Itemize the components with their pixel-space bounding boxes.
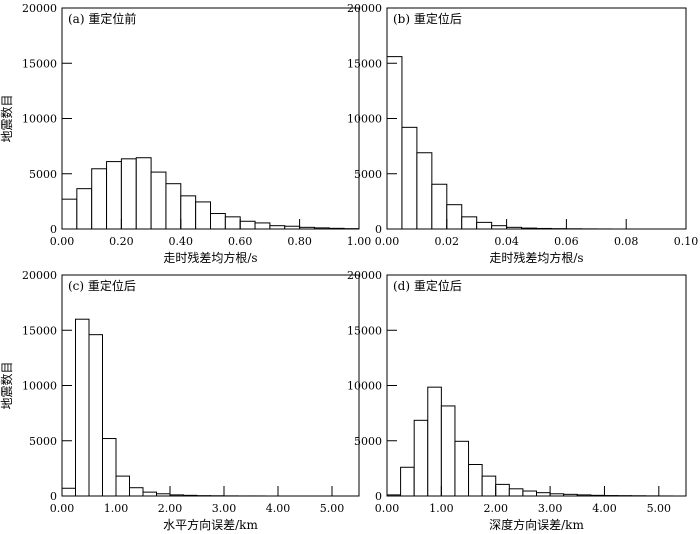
x-axis-label: 走时残差均方根/s — [489, 250, 583, 265]
histogram-bar — [476, 221, 493, 230]
histogram-bar — [106, 161, 122, 230]
chart-panel-b: 0.00 0.02 0.04 0.06 0.08 0.10 0 5000 10000 15000 2… — [347, 2, 698, 265]
y-tick-label: 5000 — [354, 168, 382, 181]
x-tick-label: 0.06 — [554, 235, 579, 248]
y-axis-label: 地震数目 — [0, 94, 14, 142]
histogram-bar — [400, 466, 415, 497]
histogram-bar — [522, 490, 538, 497]
histogram-bar — [129, 487, 144, 497]
y-tick-label: 0 — [50, 490, 57, 503]
y-tick-label: 10000 — [347, 113, 382, 126]
histogram-bar — [61, 198, 78, 230]
x-tick-label: 2.00 — [483, 502, 508, 515]
y-tick-label: 5000 — [354, 435, 382, 448]
x-tick-label: 0.04 — [494, 235, 519, 248]
y-tick-label: 15000 — [347, 324, 382, 337]
x-tick-label: 1.00 — [347, 235, 372, 248]
chart-panel-d: 0.00 1.00 2.00 3.00 4.00 5.00 0 5000 10000 15000 2… — [347, 269, 687, 532]
x-tick-label: 0.40 — [169, 235, 194, 248]
x-tick-label: 1.00 — [104, 502, 129, 515]
x-tick-label: 4.00 — [592, 502, 617, 515]
panel-title: (b) 重定位后 — [393, 11, 462, 26]
histogram-bar — [239, 220, 256, 230]
x-axis-label: 水平方向误差/km — [163, 517, 258, 532]
y-tick-label: 0 — [375, 490, 382, 503]
chart-panel-a: 0.00 0.20 0.40 0.60 0.80 1.00 0 5000 10000 15000 2… — [0, 2, 371, 265]
x-tick-label: 0.00 — [375, 502, 400, 515]
y-tick-label: 10000 — [22, 380, 57, 393]
histogram-bar — [440, 405, 456, 497]
x-tick-label: 0.02 — [435, 235, 460, 248]
panel-title: (a) 重定位前 — [68, 11, 136, 26]
histogram-bar — [135, 157, 152, 230]
x-tick-label: 0.60 — [228, 235, 253, 248]
y-tick-label: 15000 — [22, 57, 57, 70]
x-tick-label: 3.00 — [212, 502, 237, 515]
x-tick-label: 0.00 — [50, 502, 75, 515]
y-tick-label: 15000 — [347, 57, 382, 70]
histogram-bar — [115, 475, 130, 497]
histogram-bar — [461, 216, 478, 230]
y-tick-label: 0 — [375, 223, 382, 236]
x-tick-label: 1.00 — [429, 502, 454, 515]
histogram-bar — [210, 213, 226, 230]
y-tick-label: 15000 — [22, 324, 57, 337]
histogram-bar — [481, 475, 497, 497]
y-tick-label: 5000 — [29, 435, 57, 448]
histogram-bar — [446, 204, 463, 230]
x-tick-label: 0.00 — [375, 235, 400, 248]
x-axis-label: 深度方向误差/km — [489, 517, 584, 532]
x-tick-label: 0.00 — [50, 235, 75, 248]
panel-title: (c) 重定位后 — [68, 278, 136, 293]
y-tick-label: 20000 — [347, 269, 382, 282]
x-tick-label: 0.20 — [109, 235, 134, 248]
histogram-bar — [468, 464, 483, 497]
y-tick-label: 5000 — [29, 168, 57, 181]
x-tick-label: 5.00 — [647, 502, 672, 515]
histogram-bar — [91, 168, 108, 230]
y-tick-label: 10000 — [347, 380, 382, 393]
x-tick-label: 4.00 — [266, 502, 291, 515]
x-axis-label: 走时残差均方根/s — [163, 250, 257, 265]
histogram-bar — [88, 334, 103, 497]
histogram-bar — [195, 201, 211, 230]
x-tick-label: 2.00 — [158, 502, 183, 515]
histogram-bar — [150, 171, 167, 230]
histogram-bar — [142, 491, 157, 497]
histogram-bar — [75, 318, 90, 497]
panel-title: (d) 重定位后 — [393, 278, 462, 293]
histogram-bar — [224, 216, 241, 230]
histogram-bar — [416, 152, 433, 230]
histogram-bar — [401, 126, 418, 230]
chart-panel-c: 0.00 1.00 2.00 3.00 4.00 5.00 0 5000 10000 15000 2… — [0, 269, 360, 532]
y-tick-label: 0 — [50, 223, 57, 236]
histogram-bar — [165, 183, 182, 230]
y-axis-label: 地震数目 — [0, 361, 14, 409]
y-tick-label: 20000 — [22, 2, 57, 15]
histogram-bar — [495, 483, 510, 497]
histogram-bar — [254, 222, 271, 230]
x-tick-label: 5.00 — [320, 502, 345, 515]
histogram-bar — [120, 158, 137, 230]
x-tick-label: 0.80 — [287, 235, 312, 248]
y-tick-label: 10000 — [22, 113, 57, 126]
x-tick-label: 0.08 — [614, 235, 639, 248]
histogram-bar — [413, 419, 429, 497]
y-tick-label: 20000 — [347, 2, 382, 15]
histogram-bar — [102, 438, 117, 497]
histogram-bar — [427, 386, 442, 497]
y-tick-label: 20000 — [22, 269, 57, 282]
histogram-bar — [180, 195, 197, 230]
histogram-bar — [386, 56, 403, 230]
histogram-bar — [454, 440, 470, 497]
x-tick-label: 3.00 — [538, 502, 563, 515]
histogram-bar — [508, 488, 524, 497]
x-tick-label: 0.10 — [674, 235, 699, 248]
histogram-bar — [431, 183, 448, 230]
histogram-bar — [76, 188, 93, 230]
histogram-bar — [61, 487, 76, 497]
